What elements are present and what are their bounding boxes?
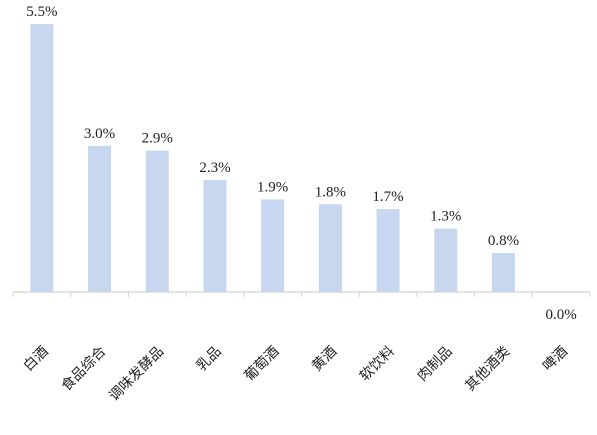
data-label: 0.0% (546, 307, 577, 323)
category-label: 白酒 (21, 344, 52, 375)
data-label: 1.7% (372, 189, 403, 205)
data-label: 1.3% (430, 209, 461, 225)
category-label: 黄酒 (308, 343, 340, 375)
data-label: 0.8% (488, 233, 519, 249)
category-label: 肉制品 (415, 344, 456, 385)
bar (30, 24, 54, 292)
bar (376, 209, 400, 292)
data-label: 1.8% (315, 184, 346, 200)
data-label: 2.3% (199, 160, 230, 176)
data-label: 1.9% (257, 179, 288, 195)
bar (434, 228, 458, 292)
category-label: 软饮料 (357, 344, 398, 385)
category-label: 调味发酵品 (106, 344, 167, 405)
bar (261, 199, 285, 292)
data-label: 5.5% (26, 4, 57, 20)
category-label: 其他酒类 (462, 344, 513, 395)
bar (145, 150, 169, 292)
bar (491, 253, 515, 292)
bar (88, 145, 112, 292)
category-label: 食品综合 (58, 343, 110, 395)
data-labels-layer: 5.5% 3.0% 2.9% 2.3% 1.9% 1.8% 1.7% 1.3% 0.8% 0.0% (26, 4, 577, 323)
data-label: 2.9% (142, 131, 173, 147)
category-label: 葡萄酒 (241, 344, 282, 385)
category-label: 乳品 (194, 344, 225, 375)
bar (203, 179, 227, 292)
data-label: 3.0% (84, 126, 115, 142)
x-axis-ticks (12, 292, 591, 297)
bar (318, 204, 342, 292)
category-label: 啤酒 (540, 344, 571, 375)
bars-layer (30, 24, 515, 292)
